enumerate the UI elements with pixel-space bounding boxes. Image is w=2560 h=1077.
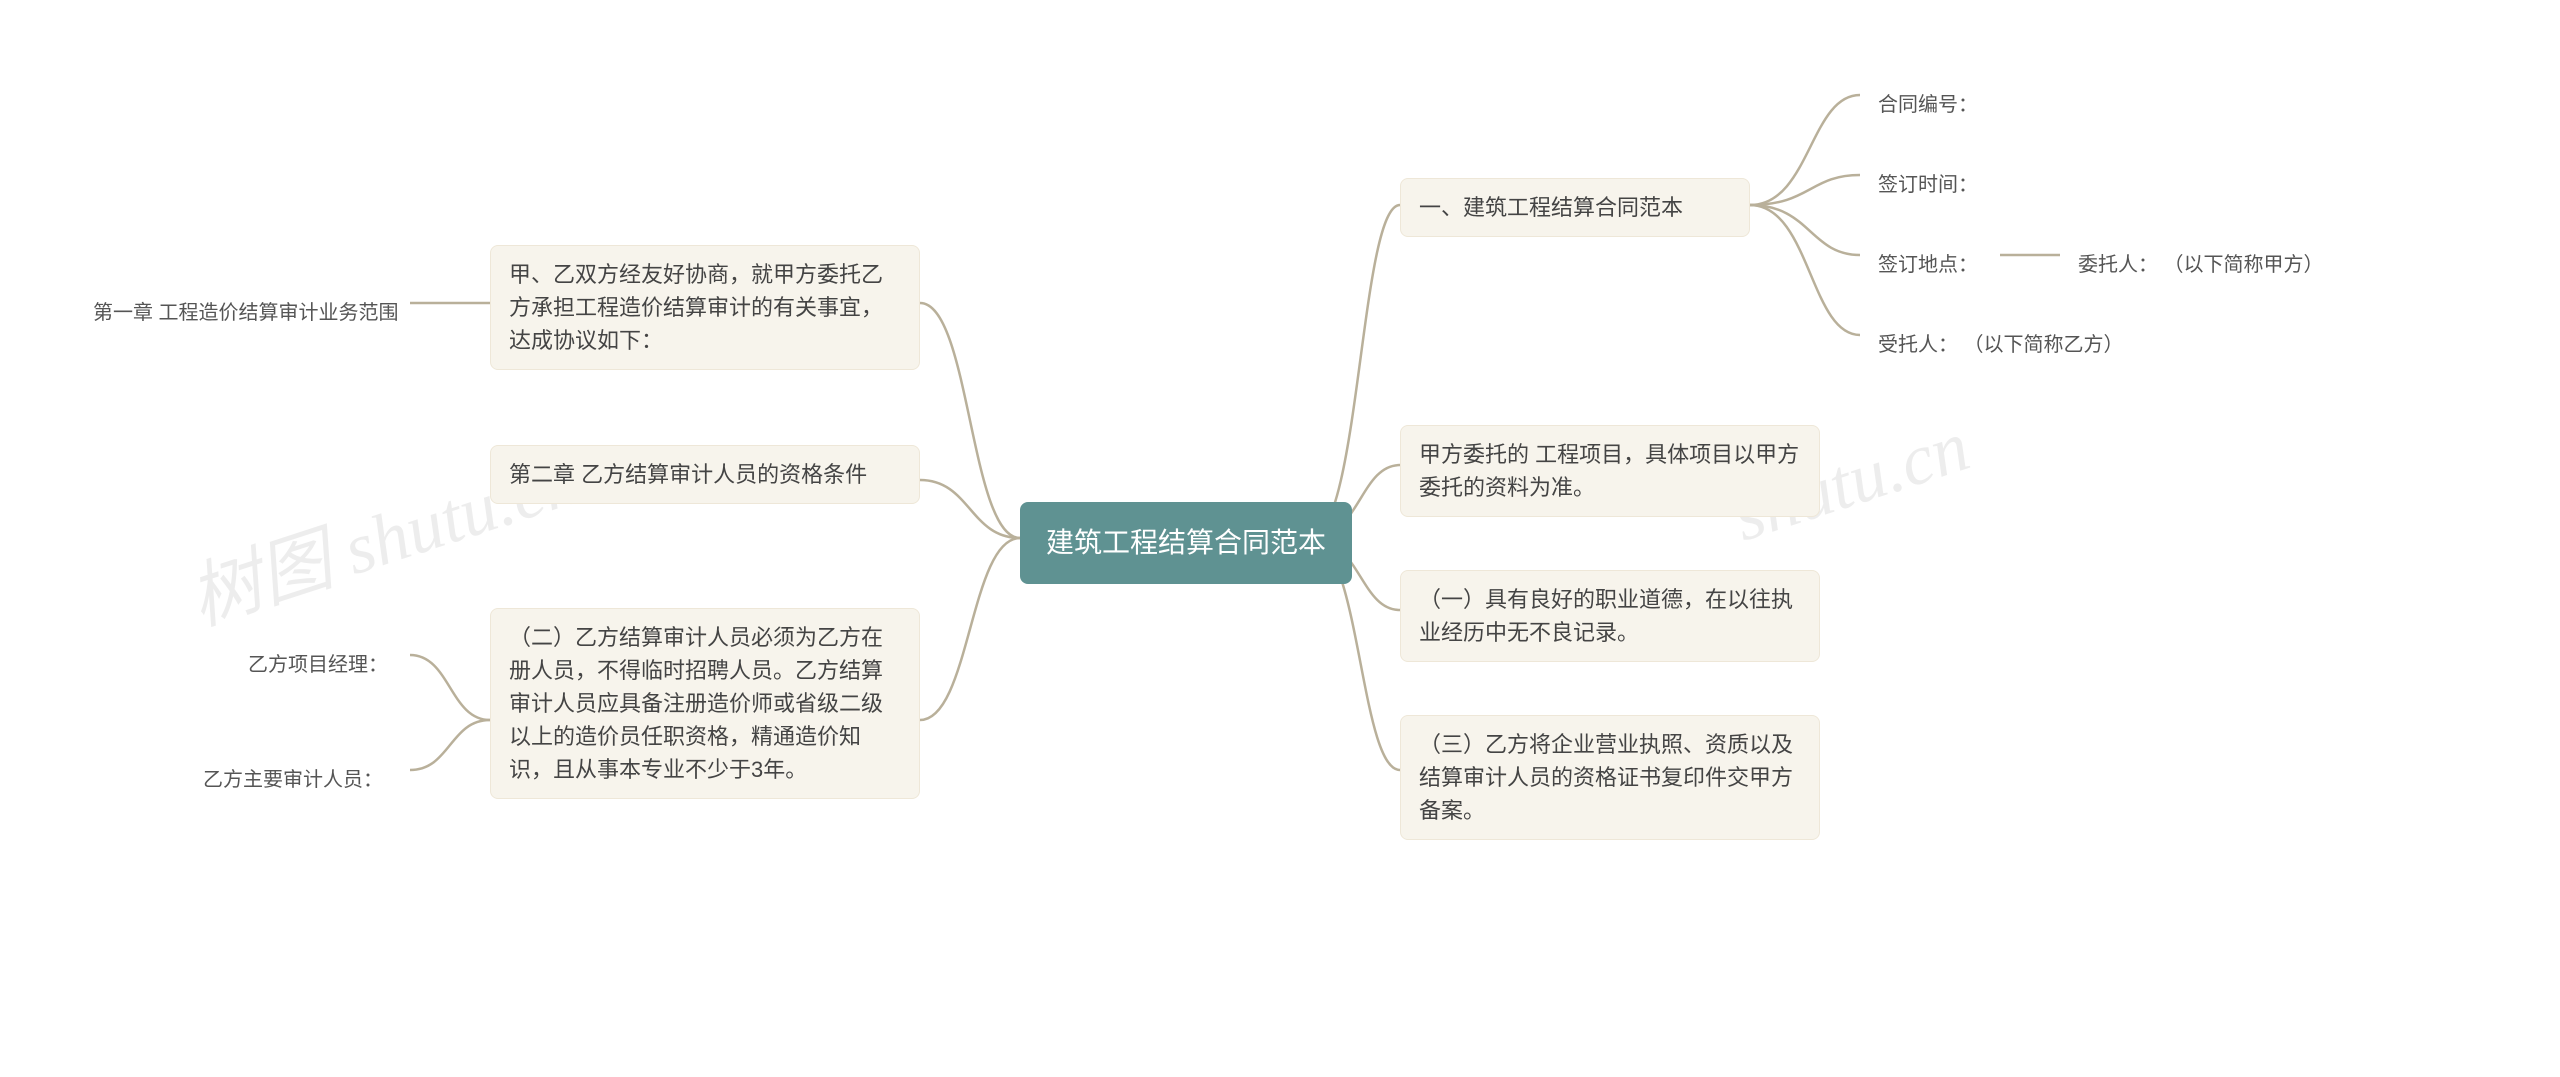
node-l1: 甲、乙双方经友好协商，就甲方委托乙方承担工程造价结算审计的有关事宜，达成协议如下… [490,245,920,370]
node-r2: 甲方委托的 工程项目，具体项目以甲方委托的资料为准。 [1400,425,1820,517]
node-r3: （一）具有良好的职业道德，在以往执业经历中无不良记录。 [1400,570,1820,662]
node-l2: 第二章 乙方结算审计人员的资格条件 [490,445,920,504]
node-r1d: 受托人： （以下简称乙方） [1860,318,2142,372]
node-r1c1: 委托人： （以下简称甲方） [2060,238,2342,292]
node-l3: （二）乙方结算审计人员必须为乙方在册人员，不得临时招聘人员。乙方结算审计人员应具… [490,608,920,799]
node-r1: 一、建筑工程结算合同范本 [1400,178,1750,237]
node-l3b: 乙方主要审计人员： [185,753,401,807]
node-r1b: 签订时间： [1860,158,1996,212]
node-r4: （三）乙方将企业营业执照、资质以及结算审计人员的资格证书复印件交甲方备案。 [1400,715,1820,840]
node-r1c: 签订地点： [1860,238,1996,292]
root-node: 建筑工程结算合同范本 [1020,502,1352,584]
node-l3a: 乙方项目经理： [230,638,406,692]
node-l1a: 第一章 工程造价结算审计业务范围 [75,286,417,340]
node-r1a: 合同编号： [1860,78,1996,132]
